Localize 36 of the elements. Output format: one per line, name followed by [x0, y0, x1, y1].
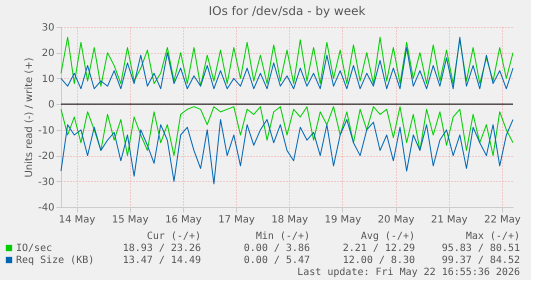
x-tick-label: 19 May [324, 214, 362, 226]
x-tick-label: 21 May [430, 214, 468, 226]
text: 0.00 / 5.47 [244, 255, 310, 266]
text: 2.21 / 12.29 [342, 243, 415, 254]
text: 95.83 / 80.51 [442, 243, 520, 254]
text: 18.93 / 23.26 [122, 243, 201, 254]
text: 13.47 / 14.49 [122, 255, 201, 266]
text: 12.00 / 8.30 [342, 255, 415, 266]
text: Cur (-/+) [146, 231, 201, 242]
x-tick-label: 14 May [58, 214, 96, 226]
chart-title: IOs for /dev/sda - by week [208, 4, 366, 18]
x-tick-label: 15 May [112, 214, 149, 226]
y-tick-label: -40 [38, 202, 54, 214]
line-series [60, 119, 514, 184]
line-series [60, 106, 514, 156]
text: Min (-/+) [256, 231, 310, 242]
x-tick-label: 18 May [271, 214, 308, 226]
text: Last update: Fri May 22 16:55:36 2026 [297, 267, 520, 278]
y-tick-label: -10 [38, 125, 54, 136]
x-tick-label: 17 May [218, 214, 255, 226]
text: Avg (-/+) [360, 231, 415, 242]
x-tick-label: 20 May [378, 214, 414, 226]
text: 0.00 / 3.86 [244, 243, 310, 254]
y-tick-label: 20 [42, 48, 54, 60]
text: Max (-/+) [466, 231, 520, 242]
x-tick-label: 22 May [484, 214, 521, 226]
x-tick-label: 16 May [165, 214, 202, 226]
y-tick-label: 30 [42, 22, 54, 34]
legend-label: IO/sec [16, 243, 52, 254]
y-tick-label: -20 [38, 151, 54, 162]
y-tick-label: 0 [48, 100, 54, 111]
legend-label: Req Size (KB) [16, 255, 94, 266]
text: 99.37 / 84.52 [442, 255, 520, 266]
y-tick-label: -30 [38, 176, 54, 188]
y-axis-title: Units read (-) / write (+) [24, 57, 36, 178]
y-tick-label: 10 [42, 74, 54, 85]
